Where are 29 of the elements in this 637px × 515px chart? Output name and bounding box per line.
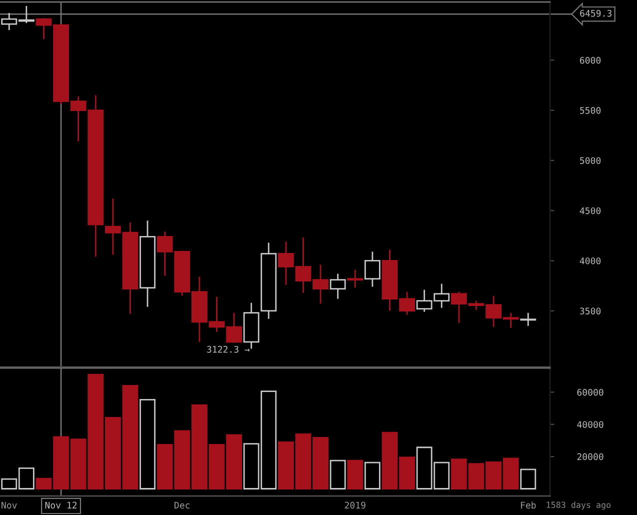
bar — [347, 460, 364, 490]
x-tick-label: 2019 — [344, 502, 366, 509]
y-tick-label: 6000 — [580, 56, 601, 64]
y-tick-label: 4500 — [580, 207, 601, 214]
bar — [330, 460, 346, 490]
candlestick — [243, 302, 260, 350]
ref-line-label: 6459.3 — [580, 10, 612, 17]
annotation: 3122.3 → — [207, 346, 250, 353]
y-tick-label: 5500 — [580, 107, 601, 114]
bar — [140, 399, 156, 490]
x-tick-label: Dec — [174, 502, 190, 509]
y-tick-label: 40000 — [577, 421, 604, 428]
y-tick-label: 5000 — [580, 157, 601, 164]
bar — [364, 462, 380, 490]
bar — [520, 468, 536, 490]
candlestick — [260, 242, 277, 320]
candlestick — [140, 220, 156, 308]
text: 1583 days ago — [546, 502, 610, 510]
candlestick — [364, 250, 380, 288]
y-tick-label: 20000 — [577, 453, 604, 460]
candlestick — [347, 269, 364, 288]
x-tick-label: Nov — [2, 502, 17, 509]
ref-line-label: Nov 12 — [45, 502, 77, 509]
candlestick — [520, 312, 536, 327]
y-tick-label: 3500 — [580, 308, 601, 314]
x-tick-label: Feb — [521, 502, 536, 509]
y-tick-label: 4000 — [580, 257, 601, 264]
y-tick-label: 60000 — [577, 388, 604, 396]
candlestick — [330, 273, 346, 300]
